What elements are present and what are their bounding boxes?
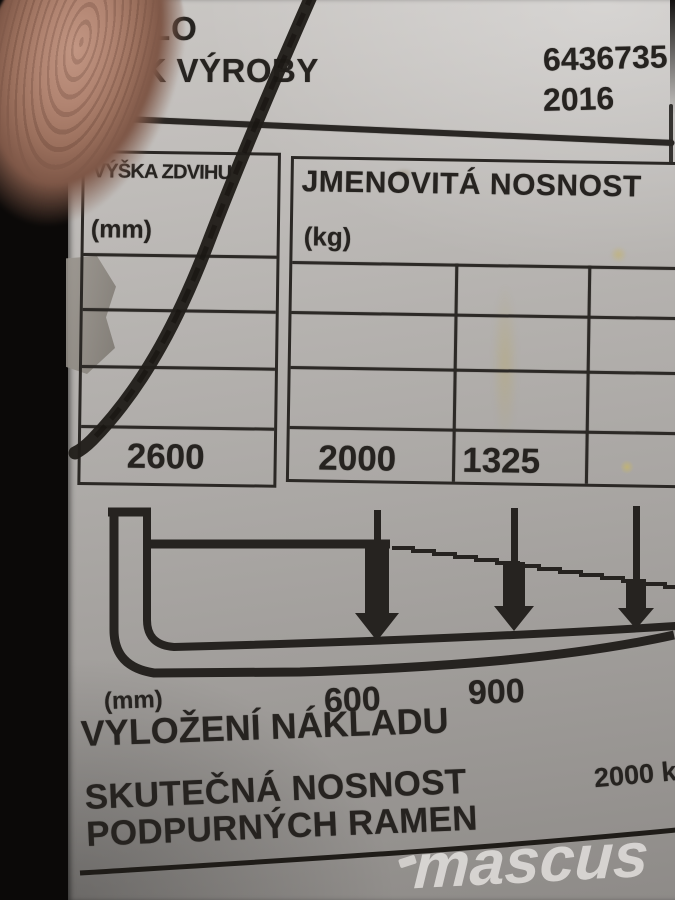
plate-right-edge-mark [669, 104, 673, 164]
distance-label-900: 900 [467, 672, 526, 712]
diagonal-strap-texture [90, 0, 313, 442]
support-arm-outline [108, 507, 675, 678]
load-arrow [355, 510, 399, 641]
bottom-curve-line [79, 827, 675, 876]
load-arrows [355, 506, 654, 641]
load-arrow [494, 508, 534, 631]
load-arrow [618, 506, 654, 629]
mascus-watermark: mascus [412, 819, 651, 900]
plate-right-edge-shadow [670, 0, 675, 115]
